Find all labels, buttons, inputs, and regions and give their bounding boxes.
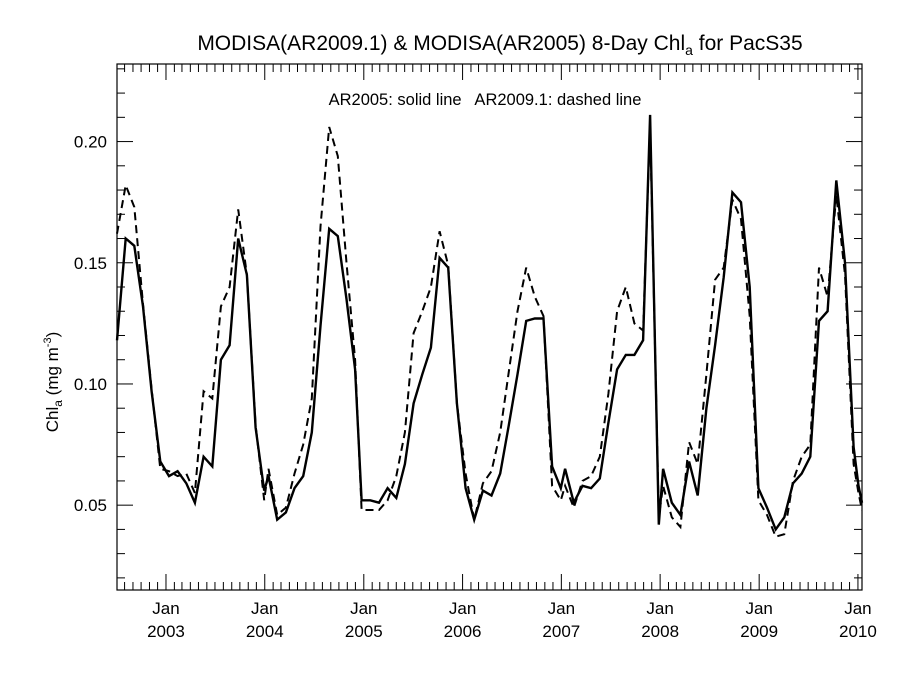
y-tick-label: 0.15 xyxy=(74,254,107,273)
x-tick-year-label: 2008 xyxy=(641,622,679,641)
ylabel-main: Chl xyxy=(43,407,62,433)
title-tail: for PacS35 xyxy=(693,32,803,55)
x-tick-year-label: 2004 xyxy=(246,622,284,641)
x-tick-month-label: Jan xyxy=(745,599,772,618)
y-tick-label: 0.20 xyxy=(74,133,107,152)
chart-title: MODISA(AR2009.1) & MODISA(AR2005) 8-Day … xyxy=(197,32,802,58)
x-tick-year-label: 2009 xyxy=(740,622,778,641)
y-tick-label: 0.10 xyxy=(74,375,107,394)
x-tick-year-label: 2003 xyxy=(147,622,185,641)
x-tick-month-label: Jan xyxy=(449,599,476,618)
ylabel-superscript: -3 xyxy=(42,337,54,347)
x-tick-month-label: Jan xyxy=(844,599,871,618)
y-tick-label: 0.05 xyxy=(74,496,107,515)
x-tick-month-label: Jan xyxy=(548,599,575,618)
x-tick-month-label: Jan xyxy=(152,599,179,618)
x-tick-month-label: Jan xyxy=(350,599,377,618)
y-axis: 0.05 0.10 0.15 0.20 xyxy=(74,68,862,579)
x-tick-year-label: 2007 xyxy=(542,622,580,641)
x-tick-year-label: 2006 xyxy=(444,622,482,641)
line-style-annotation: AR2005: solid line AR2009.1: dashed line xyxy=(329,91,642,109)
x-tick-month-label: Jan xyxy=(646,599,673,618)
ylabel-subscript: a xyxy=(51,400,65,407)
x-tick-month-label: Jan xyxy=(251,599,278,618)
series-line-ar2009-1 xyxy=(116,124,863,538)
series-line-ar2005 xyxy=(115,114,864,532)
x-tick-year-label: 2010 xyxy=(839,622,877,641)
x-tick-year-label: 2005 xyxy=(345,622,383,641)
series-layer xyxy=(115,114,864,538)
x-axis: Jan 2003 Jan 2004 Jan 2005 Jan 2006 Jan 2007 Jan 20… xyxy=(124,64,877,641)
ylabel-unit: (mg m xyxy=(43,347,62,400)
ylabel-close: ) xyxy=(43,332,62,338)
title-subscript: a xyxy=(685,42,693,58)
y-axis-label: Chla (mg m-3) xyxy=(42,332,65,433)
title-main: MODISA(AR2009.1) & MODISA(AR2005) 8-Day … xyxy=(197,32,685,55)
